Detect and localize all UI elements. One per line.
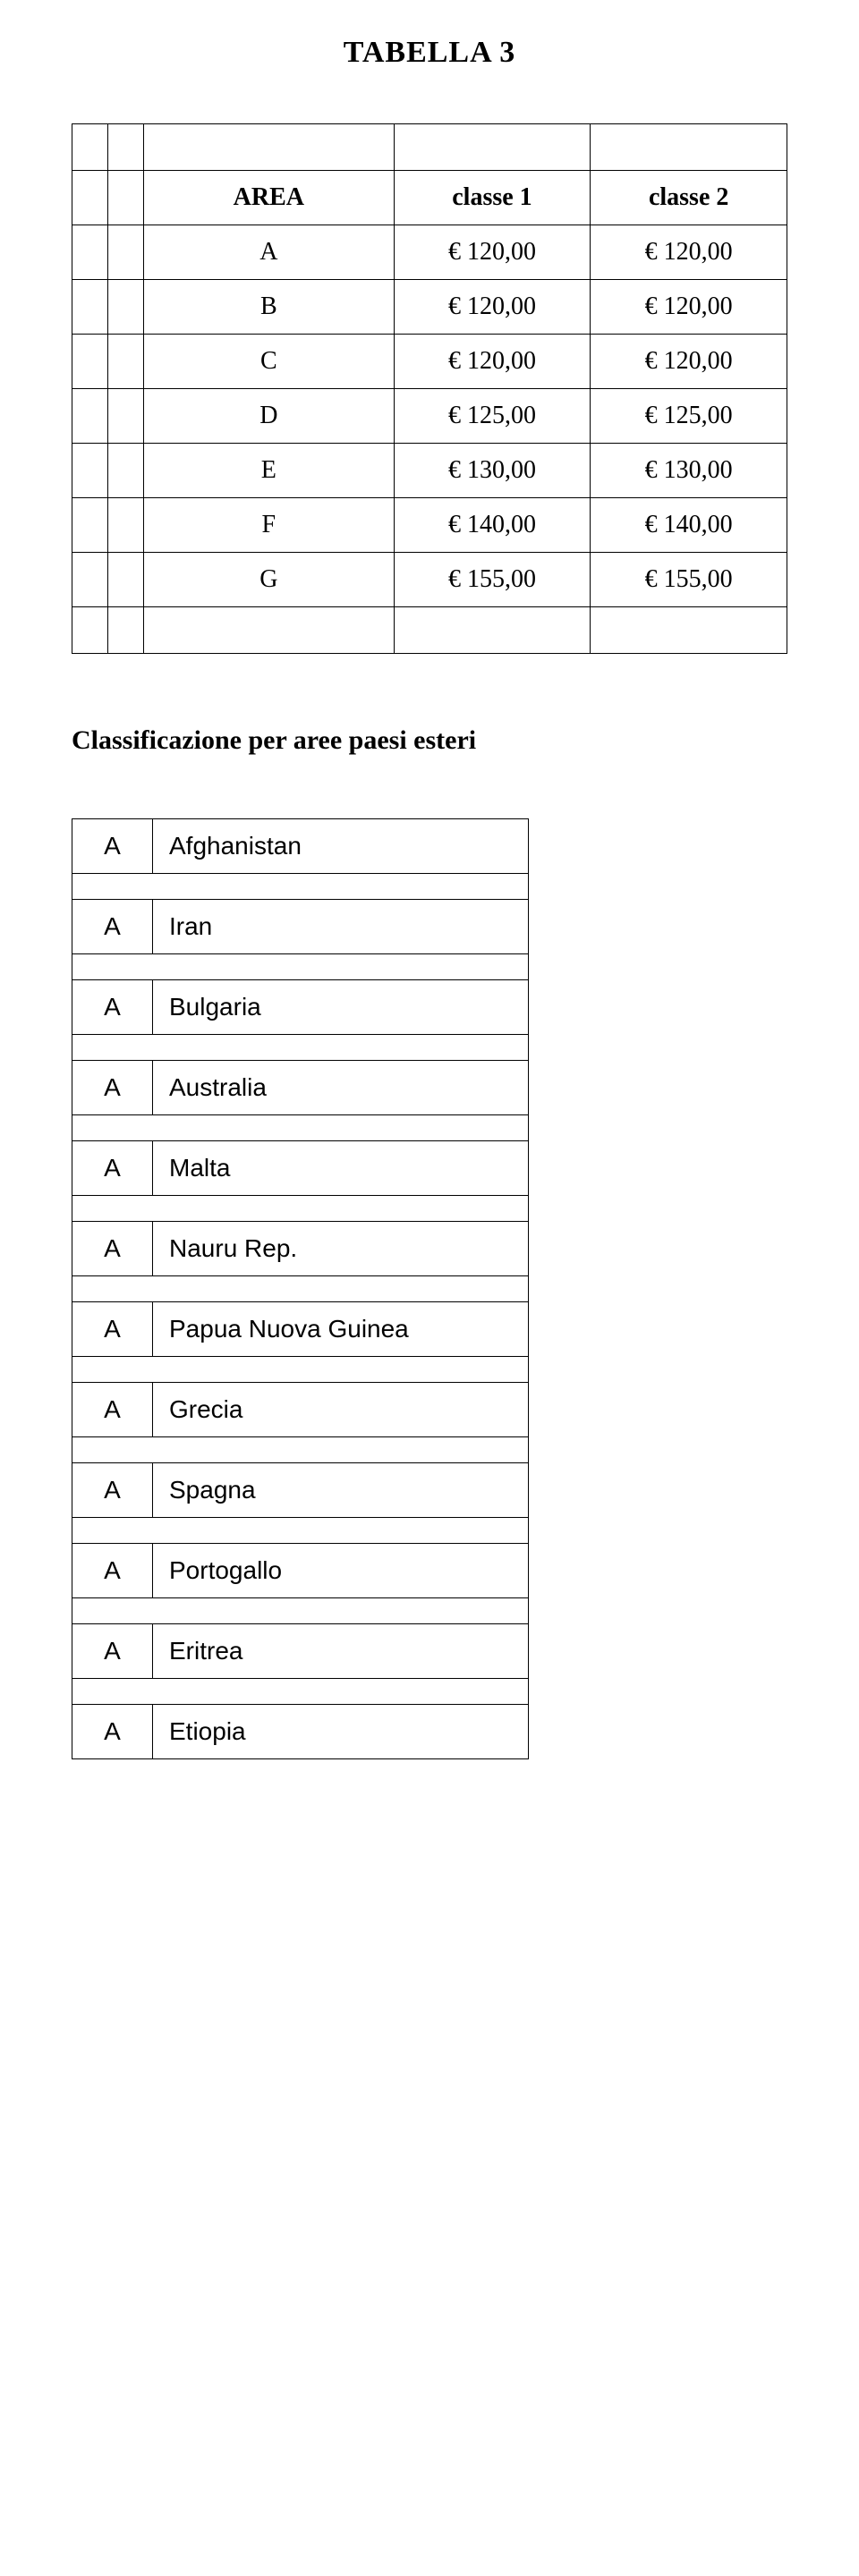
blank-cell: [72, 225, 108, 280]
blank-cell: [108, 553, 144, 607]
country-code: A: [72, 1383, 153, 1437]
blank-cell: [72, 553, 108, 607]
row-classe2: € 140,00: [591, 498, 787, 553]
row-classe2: € 155,00: [591, 553, 787, 607]
country-name: Malta: [153, 1141, 529, 1196]
blank-cell: [108, 171, 144, 225]
country-code: A: [72, 1302, 153, 1357]
blank-cell: [591, 124, 787, 171]
country-name: Nauru Rep.: [153, 1222, 529, 1276]
country-code: A: [72, 1463, 153, 1518]
price-table: AREA classe 1 classe 2 A€ 120,00€ 120,00…: [72, 123, 787, 654]
country-name: Etiopia: [153, 1705, 529, 1759]
row-classe1: € 120,00: [394, 225, 591, 280]
blank-cell: [72, 498, 108, 553]
row-classe1: € 125,00: [394, 389, 591, 444]
country-code: A: [72, 1222, 153, 1276]
country-code: A: [72, 1141, 153, 1196]
country-code: A: [72, 1624, 153, 1679]
row-area: F: [144, 498, 395, 553]
blank-cell: [108, 280, 144, 335]
table-row: ASpagna: [72, 1463, 529, 1518]
table-row: AEtiopia: [72, 1705, 529, 1759]
blank-cell: [144, 124, 395, 171]
country-code: A: [72, 819, 153, 874]
row-classe2: € 125,00: [591, 389, 787, 444]
blank-cell: [72, 335, 108, 389]
blank-cell: [72, 171, 108, 225]
table-row: AAustralia: [72, 1061, 529, 1115]
country-code: A: [72, 1705, 153, 1759]
row-classe1: € 120,00: [394, 335, 591, 389]
table-row: AAfghanistan: [72, 819, 529, 874]
blank-cell: [72, 124, 108, 171]
table-row: APapua Nuova Guinea: [72, 1302, 529, 1357]
blank-cell: [394, 607, 591, 654]
country-name: Portogallo: [153, 1544, 529, 1598]
country-name: Papua Nuova Guinea: [153, 1302, 529, 1357]
blank-cell: [108, 498, 144, 553]
row-area: A: [144, 225, 395, 280]
blank-cell: [108, 225, 144, 280]
blank-cell: [144, 607, 395, 654]
blank-cell: [72, 444, 108, 498]
row-classe1: € 130,00: [394, 444, 591, 498]
table-row: ABulgaria: [72, 980, 529, 1035]
table-row: ANauru Rep.: [72, 1222, 529, 1276]
document-title: TABELLA 3: [72, 36, 787, 70]
row-classe2: € 120,00: [591, 280, 787, 335]
section-title: Classificazione per aree paesi esteri: [72, 725, 787, 756]
header-classe1: classe 1: [394, 171, 591, 225]
row-area: B: [144, 280, 395, 335]
row-classe2: € 120,00: [591, 225, 787, 280]
country-name: Spagna: [153, 1463, 529, 1518]
blank-cell: [108, 607, 144, 654]
row-classe2: € 120,00: [591, 335, 787, 389]
row-area: G: [144, 553, 395, 607]
row-classe1: € 140,00: [394, 498, 591, 553]
table-row: AEritrea: [72, 1624, 529, 1679]
country-name: Australia: [153, 1061, 529, 1115]
table-row: AMalta: [72, 1141, 529, 1196]
country-code: A: [72, 900, 153, 954]
country-name: Grecia: [153, 1383, 529, 1437]
row-classe1: € 120,00: [394, 280, 591, 335]
row-classe1: € 155,00: [394, 553, 591, 607]
table-row: AIran: [72, 900, 529, 954]
blank-cell: [72, 389, 108, 444]
country-code: A: [72, 1061, 153, 1115]
row-classe2: € 130,00: [591, 444, 787, 498]
row-area: C: [144, 335, 395, 389]
blank-cell: [108, 124, 144, 171]
country-code: A: [72, 1544, 153, 1598]
blank-cell: [394, 124, 591, 171]
row-area: E: [144, 444, 395, 498]
country-name: Iran: [153, 900, 529, 954]
blank-cell: [108, 389, 144, 444]
country-name: Afghanistan: [153, 819, 529, 874]
header-area: AREA: [144, 171, 395, 225]
blank-cell: [108, 335, 144, 389]
table-row: AGrecia: [72, 1383, 529, 1437]
country-name: Eritrea: [153, 1624, 529, 1679]
row-area: D: [144, 389, 395, 444]
header-classe2: classe 2: [591, 171, 787, 225]
country-code: A: [72, 980, 153, 1035]
country-table: AAfghanistanAIranABulgariaAAustraliaAMal…: [72, 818, 529, 1759]
blank-cell: [72, 280, 108, 335]
country-name: Bulgaria: [153, 980, 529, 1035]
blank-cell: [72, 607, 108, 654]
blank-cell: [591, 607, 787, 654]
table-row: APortogallo: [72, 1544, 529, 1598]
blank-cell: [108, 444, 144, 498]
